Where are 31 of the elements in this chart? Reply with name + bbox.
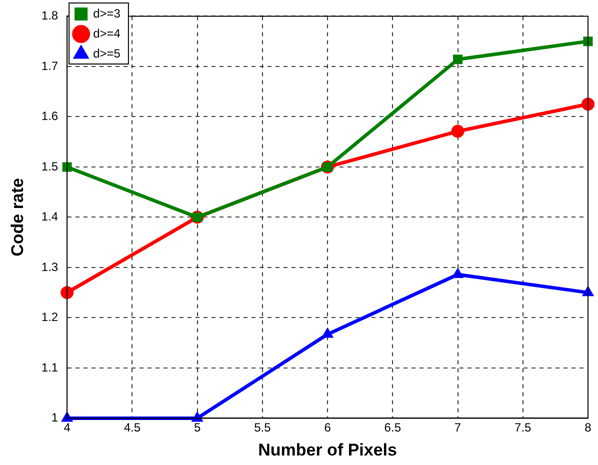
- x-tick-label: 5.5: [254, 420, 272, 435]
- y-tick-label: 1.4: [41, 210, 58, 224]
- y-tick-label: 1.6: [41, 109, 58, 124]
- y-tick-label: 1.7: [41, 58, 58, 73]
- x-tick-label: 4: [64, 420, 71, 435]
- x-tick-label: 8: [584, 420, 592, 435]
- y-axis-title: Code rate: [8, 178, 27, 256]
- y-tick-label: 1.3: [41, 260, 58, 274]
- legend-label: d>=4: [93, 26, 121, 40]
- x-tick-label: 5: [194, 420, 201, 435]
- point: [322, 328, 334, 338]
- y-tick-label: 1.1: [41, 360, 58, 374]
- x-tick-label: 7.5: [514, 420, 532, 435]
- x-tick-label: 6.5: [384, 420, 402, 435]
- x-axis-title: Number of Pixels: [258, 440, 397, 460]
- legend-label: d>=5: [93, 46, 121, 60]
- x-tick-label: 4.5: [124, 420, 141, 435]
- x-tick-label: 7: [454, 420, 462, 435]
- point: [582, 98, 594, 111]
- y-tick-label: 1.2: [41, 310, 58, 324]
- y-tick-label: 1: [51, 410, 58, 425]
- point: [452, 268, 464, 278]
- point: [451, 124, 464, 138]
- point: [60, 286, 74, 300]
- x-tick-label: 6: [324, 420, 332, 435]
- y-tick-label: 1.8: [41, 8, 58, 23]
- point: [453, 54, 463, 64]
- legend-label: d>=3: [93, 6, 121, 20]
- point: [192, 412, 204, 422]
- point: [62, 162, 72, 172]
- y-tick-label: 1.5: [41, 159, 58, 174]
